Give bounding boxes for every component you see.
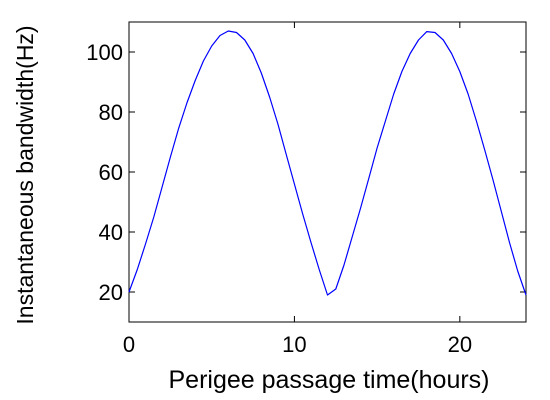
x-tick-label: 0 <box>123 332 135 357</box>
series-line <box>128 30 527 296</box>
y-tick-label: 40 <box>99 220 123 245</box>
x-tick-label: 10 <box>282 332 306 357</box>
series-layer <box>128 30 527 296</box>
y-tick-label: 80 <box>99 100 123 125</box>
y-tick-label: 100 <box>86 40 123 65</box>
plot-area <box>128 21 527 323</box>
plot-frame <box>128 21 527 323</box>
x-axis-label: Perigee passage time(hours) <box>169 366 490 394</box>
axis-ticks: 0 10 20 20 40 60 80 100 <box>86 22 526 357</box>
y-axis-label: Instantaneous bandwidth(Hz) <box>12 25 38 324</box>
y-tick-label: 60 <box>99 160 123 185</box>
x-tick-label: 20 <box>448 332 472 357</box>
axis-labels: Perigee passage time(hours) Instantaneou… <box>12 25 490 394</box>
y-tick-label: 20 <box>99 280 123 305</box>
